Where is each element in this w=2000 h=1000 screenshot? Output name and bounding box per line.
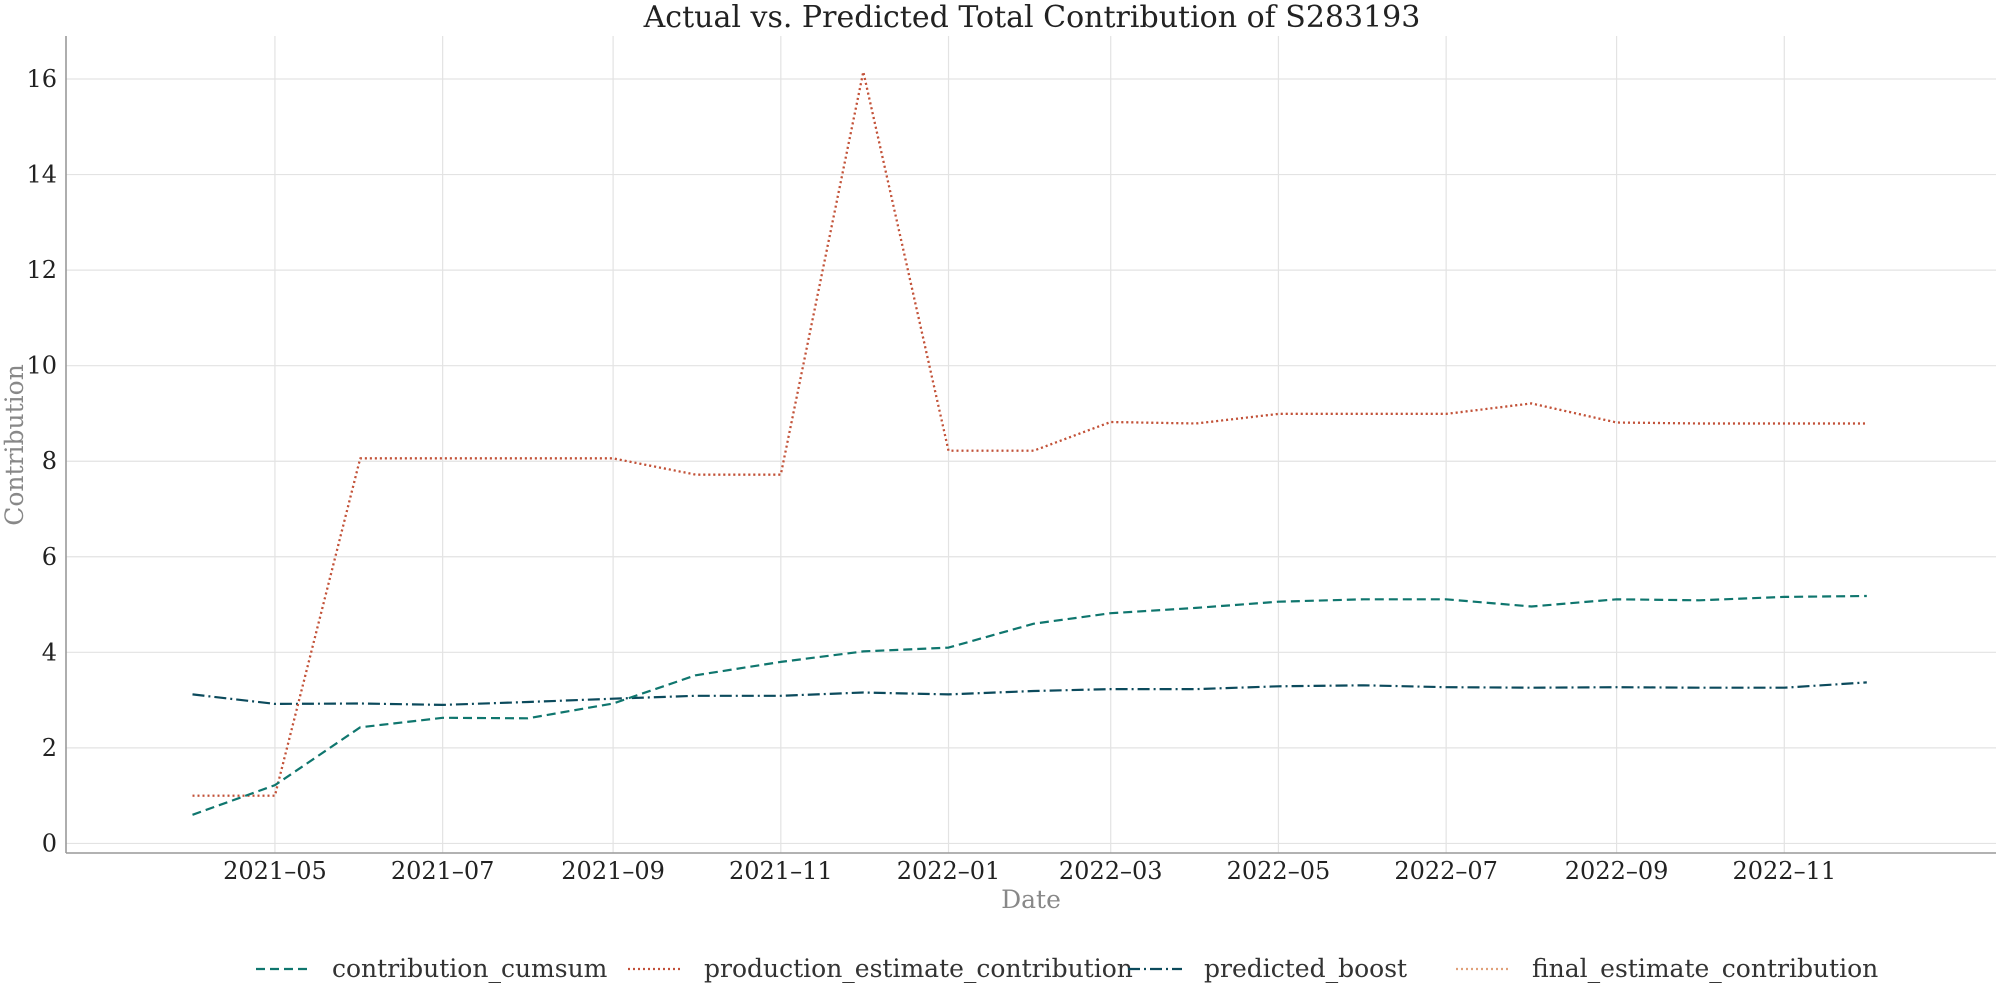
y-axis-title: Contribution xyxy=(0,364,29,526)
x-tick-label: 2021–09 xyxy=(561,857,665,885)
y-tick-label: 14 xyxy=(26,161,57,189)
tick-labels: 0 2 4 6 8 10 12 14 16 2021–05 2021–07 2021–09 2021–1… xyxy=(26,65,1836,885)
series-line-predicted-boost xyxy=(192,681,1867,707)
chart-title: Actual vs. Predicted Total Contribution … xyxy=(643,0,1421,35)
axes xyxy=(65,36,1996,854)
y-tick-label: 8 xyxy=(42,447,57,475)
y-tick-label: 16 xyxy=(26,65,57,93)
series-line-production-estimate-contribution xyxy=(192,70,1867,797)
x-tick-label: 2022–07 xyxy=(1394,857,1498,885)
legend-label: predicted_boost xyxy=(1204,954,1407,983)
x-axis-title: Date xyxy=(1001,885,1061,914)
x-tick-label: 2022–11 xyxy=(1732,857,1836,885)
grid-lines xyxy=(66,36,1996,853)
y-tick-label: 6 xyxy=(42,543,57,571)
y-tick-label: 4 xyxy=(42,638,57,666)
x-tick-label: 2022–03 xyxy=(1059,857,1163,885)
legend-label: contribution_cumsum xyxy=(332,954,608,983)
x-tick-label: 2021–05 xyxy=(223,857,327,885)
y-tick-label: 2 xyxy=(42,734,57,762)
x-tick-label: 2022–09 xyxy=(1565,857,1669,885)
x-tick-label: 2021–07 xyxy=(391,857,495,885)
y-tick-label: 12 xyxy=(26,256,57,284)
legend-label: production_estimate_contribution xyxy=(704,954,1133,983)
y-tick-label: 0 xyxy=(42,829,57,857)
series-line-contribution-cumsum xyxy=(192,594,1867,816)
legend-label: final_estimate_contribution xyxy=(1532,954,1878,983)
legend: contribution_cumsum production_estimate_c… xyxy=(256,954,1878,983)
series-lines xyxy=(192,70,1867,816)
x-tick-label: 2022–01 xyxy=(897,857,1001,885)
x-tick-label: 2022–05 xyxy=(1227,857,1331,885)
y-tick-label: 10 xyxy=(26,352,57,380)
x-tick-label: 2021–11 xyxy=(729,857,833,885)
